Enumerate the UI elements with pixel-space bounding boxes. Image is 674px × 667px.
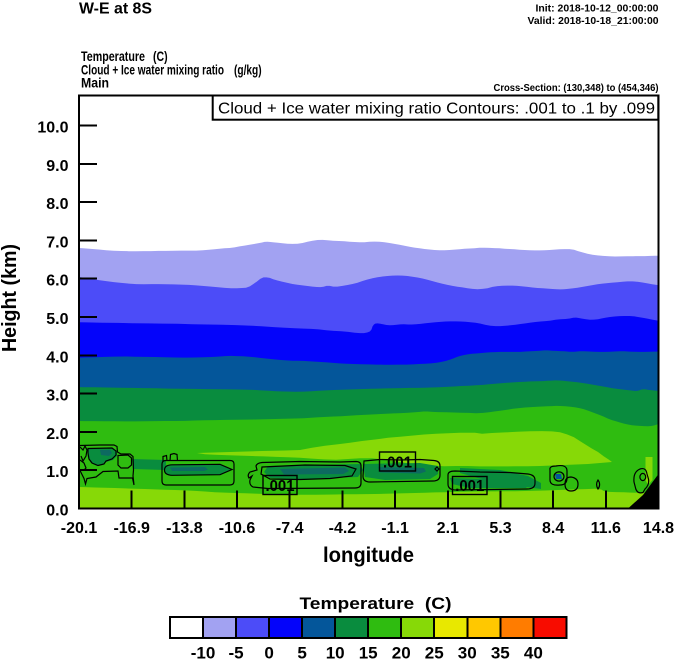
svg-text:Cloud + Ice water mixing ratio: Cloud + Ice water mixing ratio Contours:… bbox=[218, 101, 655, 118]
svg-text:10: 10 bbox=[326, 644, 345, 663]
svg-text:longitude: longitude bbox=[323, 544, 414, 567]
svg-text:-20.1: -20.1 bbox=[61, 520, 98, 537]
svg-text:(C): (C) bbox=[153, 49, 168, 64]
svg-text:Temperature (C): Temperature (C) bbox=[300, 594, 452, 613]
svg-text:.001: .001 bbox=[266, 478, 295, 495]
svg-text:-4.2: -4.2 bbox=[329, 520, 357, 537]
svg-text:-1.1: -1.1 bbox=[381, 520, 409, 537]
svg-text:9.0: 9.0 bbox=[46, 158, 68, 175]
svg-text:Cross-Section: (130,348) to (4: Cross-Section: (130,348) to (454,346) bbox=[494, 83, 659, 94]
svg-text:Temperature: Temperature bbox=[81, 49, 145, 64]
svg-text:3.0: 3.0 bbox=[46, 388, 68, 405]
svg-text:.001: .001 bbox=[383, 455, 412, 472]
svg-text:25: 25 bbox=[425, 644, 444, 663]
svg-text:30: 30 bbox=[458, 644, 477, 663]
svg-text:Cloud + Ice water mixing ratio: Cloud + Ice water mixing ratio bbox=[81, 63, 224, 78]
svg-text:-5: -5 bbox=[228, 644, 243, 663]
svg-text:-10: -10 bbox=[191, 644, 216, 663]
svg-text:11.6: 11.6 bbox=[591, 520, 621, 537]
svg-text:Init: 2018-10-12_00:00:00: Init: 2018-10-12_00:00:00 bbox=[536, 4, 659, 15]
svg-text:14.8: 14.8 bbox=[643, 520, 674, 537]
svg-text:.001: .001 bbox=[455, 478, 484, 495]
svg-text:2.1: 2.1 bbox=[437, 520, 459, 537]
svg-text:4.0: 4.0 bbox=[46, 349, 68, 366]
svg-text:0.0: 0.0 bbox=[46, 503, 68, 520]
svg-text:5.3: 5.3 bbox=[489, 520, 511, 537]
svg-text:-10.6: -10.6 bbox=[219, 520, 256, 537]
svg-text:40: 40 bbox=[524, 644, 543, 663]
svg-text:5.0: 5.0 bbox=[46, 311, 68, 328]
svg-text:Height (km): Height (km) bbox=[0, 244, 21, 352]
svg-text:Main: Main bbox=[81, 76, 109, 91]
svg-text:10.0: 10.0 bbox=[37, 120, 68, 137]
svg-text:8.4: 8.4 bbox=[542, 520, 564, 537]
svg-text:5: 5 bbox=[297, 644, 306, 663]
svg-text:8.0: 8.0 bbox=[46, 196, 68, 213]
svg-text:7.0: 7.0 bbox=[46, 234, 68, 251]
svg-text:Valid: 2018-10-18_21:00:00: Valid: 2018-10-18_21:00:00 bbox=[528, 16, 659, 27]
svg-text:0: 0 bbox=[264, 644, 273, 663]
svg-text:6.0: 6.0 bbox=[46, 273, 68, 290]
svg-text:W-E at 8S: W-E at 8S bbox=[79, 1, 152, 18]
svg-text:2.0: 2.0 bbox=[46, 426, 68, 443]
svg-text:(g/kg): (g/kg) bbox=[234, 63, 262, 78]
svg-text:-7.4: -7.4 bbox=[276, 520, 304, 537]
svg-text:20: 20 bbox=[392, 644, 411, 663]
svg-text:-16.9: -16.9 bbox=[113, 520, 150, 537]
svg-text:1.0: 1.0 bbox=[46, 464, 68, 481]
svg-text:15: 15 bbox=[359, 644, 378, 663]
svg-text:-13.8: -13.8 bbox=[166, 520, 203, 537]
svg-text:35: 35 bbox=[491, 644, 510, 663]
